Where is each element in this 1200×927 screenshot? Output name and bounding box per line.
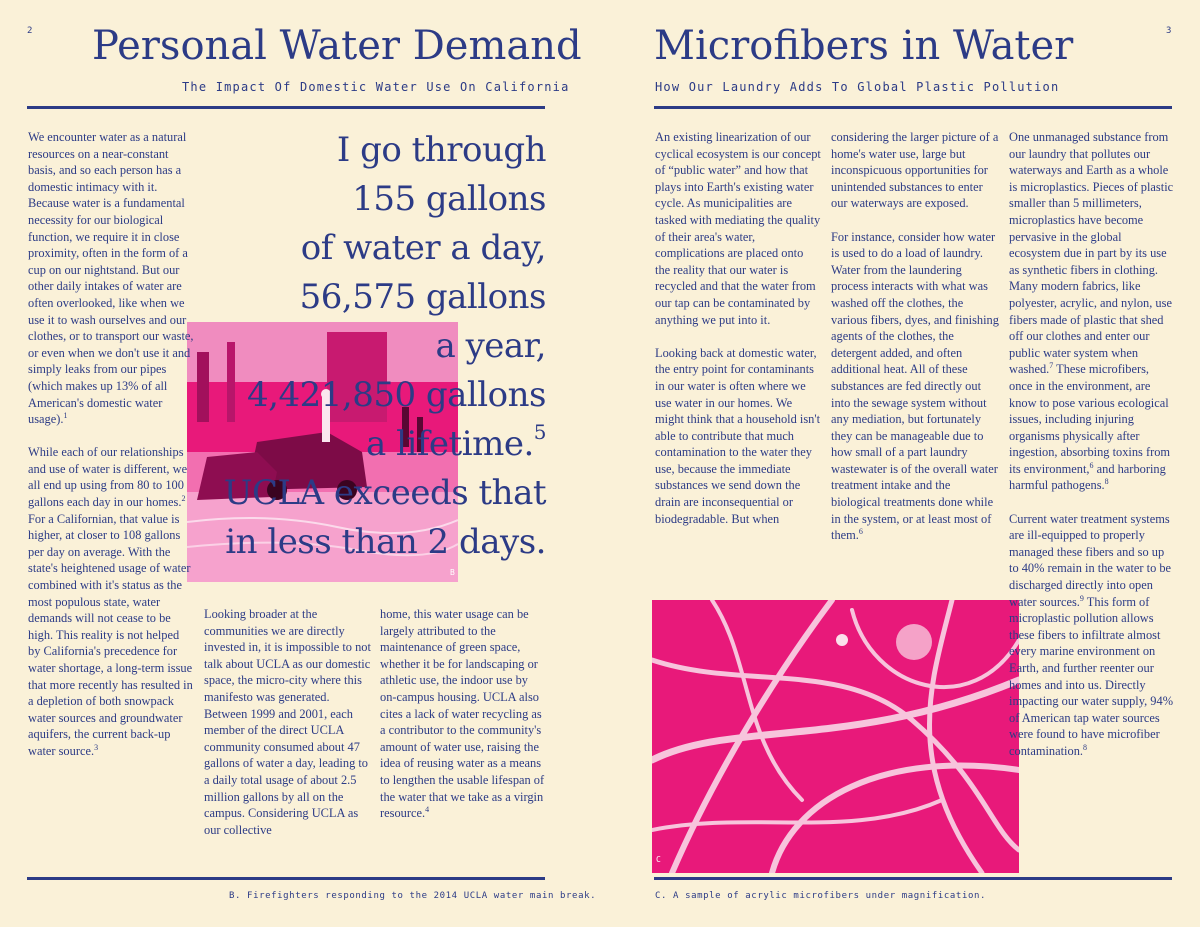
paragraph: One unmanaged substance from our laundry… (1009, 130, 1174, 493)
pull-quote-line: 4,421,850 gallons (247, 375, 546, 415)
photo-label-c: C (656, 855, 661, 864)
paragraph: Looking back at domestic water, the entr… (655, 345, 821, 526)
left-column-3: home, this water usage can be largely at… (380, 606, 546, 868)
caption-left: B. Firefighters responding to the 2014 U… (229, 891, 597, 901)
page-number-right: 3 (1166, 26, 1172, 36)
caption-right: C. A sample of acrylic microfibers under… (655, 891, 987, 901)
page-title-left: Personal Water Demand (92, 23, 582, 69)
paragraph: home, this water usage can be largely at… (380, 607, 545, 821)
top-rule-left (27, 106, 545, 109)
left-column-1: We encounter water as a natural resource… (28, 129, 194, 869)
pull-quote-line: 155 gallons (352, 179, 546, 219)
paragraph: We encounter water as a natural resource… (28, 130, 194, 427)
page-number-left: 2 (27, 26, 33, 36)
pull-quote-line: in less than 2 days. (225, 522, 546, 562)
right-column-2: considering the larger picture of a home… (831, 129, 1001, 589)
paragraph: Current water treatment systems are ill-… (1009, 511, 1174, 758)
right-column-3: One unmanaged substance from our laundry… (1009, 129, 1175, 869)
photo-microfibers (652, 600, 1019, 873)
microfibers-image (652, 600, 1019, 873)
page-title-right: Microfibers in Water (654, 23, 1074, 69)
paragraph: While each of our relationships and use … (28, 445, 193, 758)
page-subtitle-left: The Impact Of Domestic Water Use On Cali… (182, 80, 570, 94)
photo-firefighters (187, 322, 458, 582)
pull-quote-line: of water a day, (300, 228, 547, 268)
paragraph: For instance, consider how water is used… (831, 229, 999, 543)
paragraph: considering the larger picture of a home… (831, 130, 999, 211)
page-subtitle-right: How Our Laundry Adds To Global Plastic P… (655, 80, 1060, 94)
bottom-rule-left (27, 877, 545, 880)
bottom-rule-right (654, 877, 1172, 880)
top-rule-right (654, 106, 1172, 109)
left-column-2: Looking broader at the communities we ar… (204, 606, 372, 868)
paragraph: Looking broader at the communities we ar… (204, 607, 371, 837)
paragraph: An existing linearization of our cyclica… (655, 130, 821, 327)
pull-quote-line: a year, (435, 326, 546, 366)
photo-label-b: B (450, 568, 455, 577)
pull-quote-line: I go through (336, 130, 547, 170)
pull-quote: I go through 155 gallons of water a day,… (180, 126, 547, 567)
pull-quote-line: UCLA exceeds that (223, 473, 547, 513)
pull-quote-line: 56,575 gallons (299, 277, 547, 317)
firefighters-image (187, 322, 458, 582)
right-column-1: An existing linearization of our cyclica… (655, 129, 821, 589)
pull-quote-line: a lifetime.5 (366, 420, 546, 464)
